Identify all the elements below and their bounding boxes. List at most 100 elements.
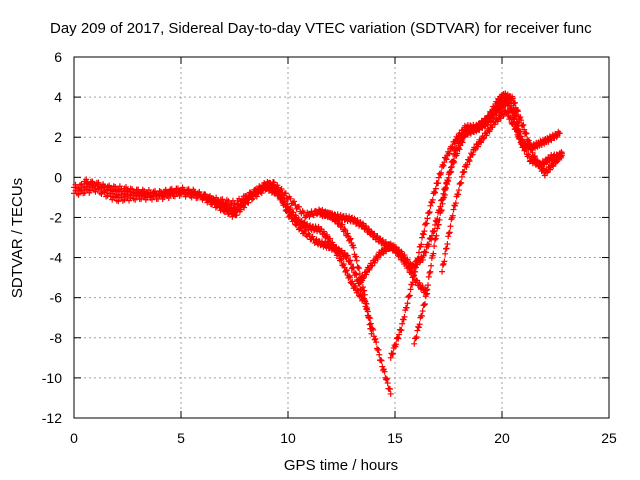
data-point <box>419 283 426 290</box>
data-point <box>390 350 397 357</box>
data-point <box>509 110 516 117</box>
data-point <box>122 183 129 190</box>
data-point <box>447 223 454 230</box>
data-point <box>421 228 428 235</box>
data-point <box>340 260 347 267</box>
data-point <box>297 218 304 225</box>
data-point <box>349 278 356 285</box>
data-point <box>399 320 406 327</box>
y-tick-label: 2 <box>54 129 62 145</box>
data-point <box>522 129 529 136</box>
data-point <box>528 146 535 153</box>
data-point <box>447 169 454 176</box>
data-point <box>384 380 391 387</box>
data-point <box>450 206 457 213</box>
data-point <box>403 304 410 311</box>
data-point <box>431 236 438 243</box>
data-point <box>520 121 527 128</box>
data-point <box>426 269 433 276</box>
data-point <box>455 187 462 194</box>
data-point <box>271 179 278 186</box>
data-point <box>424 286 431 293</box>
data-point <box>429 196 436 203</box>
data-point <box>427 268 434 275</box>
data-point <box>543 159 550 166</box>
data-point <box>432 185 439 192</box>
data-point <box>347 235 354 242</box>
data-point <box>425 241 432 248</box>
data-point <box>436 216 443 223</box>
data-point <box>523 130 530 137</box>
data-point <box>414 327 421 334</box>
data-point <box>395 335 402 342</box>
data-point <box>423 220 430 227</box>
data-point <box>455 191 462 198</box>
data-point <box>515 108 522 115</box>
data-point <box>401 252 408 259</box>
data-point <box>456 146 463 153</box>
data-points <box>71 90 565 397</box>
data-point <box>486 128 493 135</box>
data-point <box>135 188 142 195</box>
data-point <box>509 95 516 102</box>
data-point <box>495 106 502 113</box>
data-point <box>377 356 384 363</box>
data-point <box>332 244 339 251</box>
data-point <box>89 178 96 185</box>
data-point <box>449 212 456 219</box>
data-point <box>480 135 487 142</box>
data-point <box>217 207 224 214</box>
data-point <box>435 180 442 187</box>
data-point <box>375 346 382 353</box>
data-point <box>106 182 113 189</box>
data-point <box>249 192 256 199</box>
data-point <box>132 196 139 203</box>
data-point <box>78 187 85 194</box>
data-point <box>361 287 368 294</box>
data-point <box>342 227 349 234</box>
data-point <box>364 306 371 313</box>
data-point <box>413 333 420 340</box>
data-point <box>483 118 490 125</box>
y-tick-label: -2 <box>50 209 63 225</box>
data-point <box>426 209 433 216</box>
data-point <box>139 188 146 195</box>
data-point <box>469 151 476 158</box>
data-point <box>400 316 407 323</box>
data-point <box>508 106 515 113</box>
data-point <box>92 182 99 189</box>
x-tick-label: 5 <box>177 430 185 446</box>
data-point <box>381 368 388 375</box>
data-point <box>453 144 460 151</box>
data-point <box>416 321 423 328</box>
data-point <box>383 248 390 255</box>
data-point <box>126 188 133 195</box>
data-point <box>412 268 419 275</box>
data-point <box>121 196 128 203</box>
data-point <box>411 340 418 347</box>
data-point <box>237 206 244 213</box>
data-point <box>287 205 294 212</box>
data-point <box>301 219 308 226</box>
data-point <box>517 114 524 121</box>
data-point <box>464 161 471 168</box>
data-point <box>486 115 493 122</box>
data-point <box>446 229 453 236</box>
data-point <box>398 327 405 334</box>
data-point <box>425 282 432 289</box>
data-point <box>356 265 363 272</box>
data-point <box>383 375 390 382</box>
data-point <box>521 126 528 133</box>
data-point <box>415 255 422 262</box>
data-point <box>425 273 432 280</box>
data-point <box>366 321 373 328</box>
data-point <box>444 181 451 188</box>
data-point <box>75 191 82 198</box>
data-point <box>432 235 439 242</box>
data-point <box>344 230 351 237</box>
data-point <box>330 241 337 248</box>
data-point <box>296 203 303 210</box>
data-point <box>419 308 426 315</box>
data-point <box>219 196 226 203</box>
data-point <box>224 207 231 214</box>
